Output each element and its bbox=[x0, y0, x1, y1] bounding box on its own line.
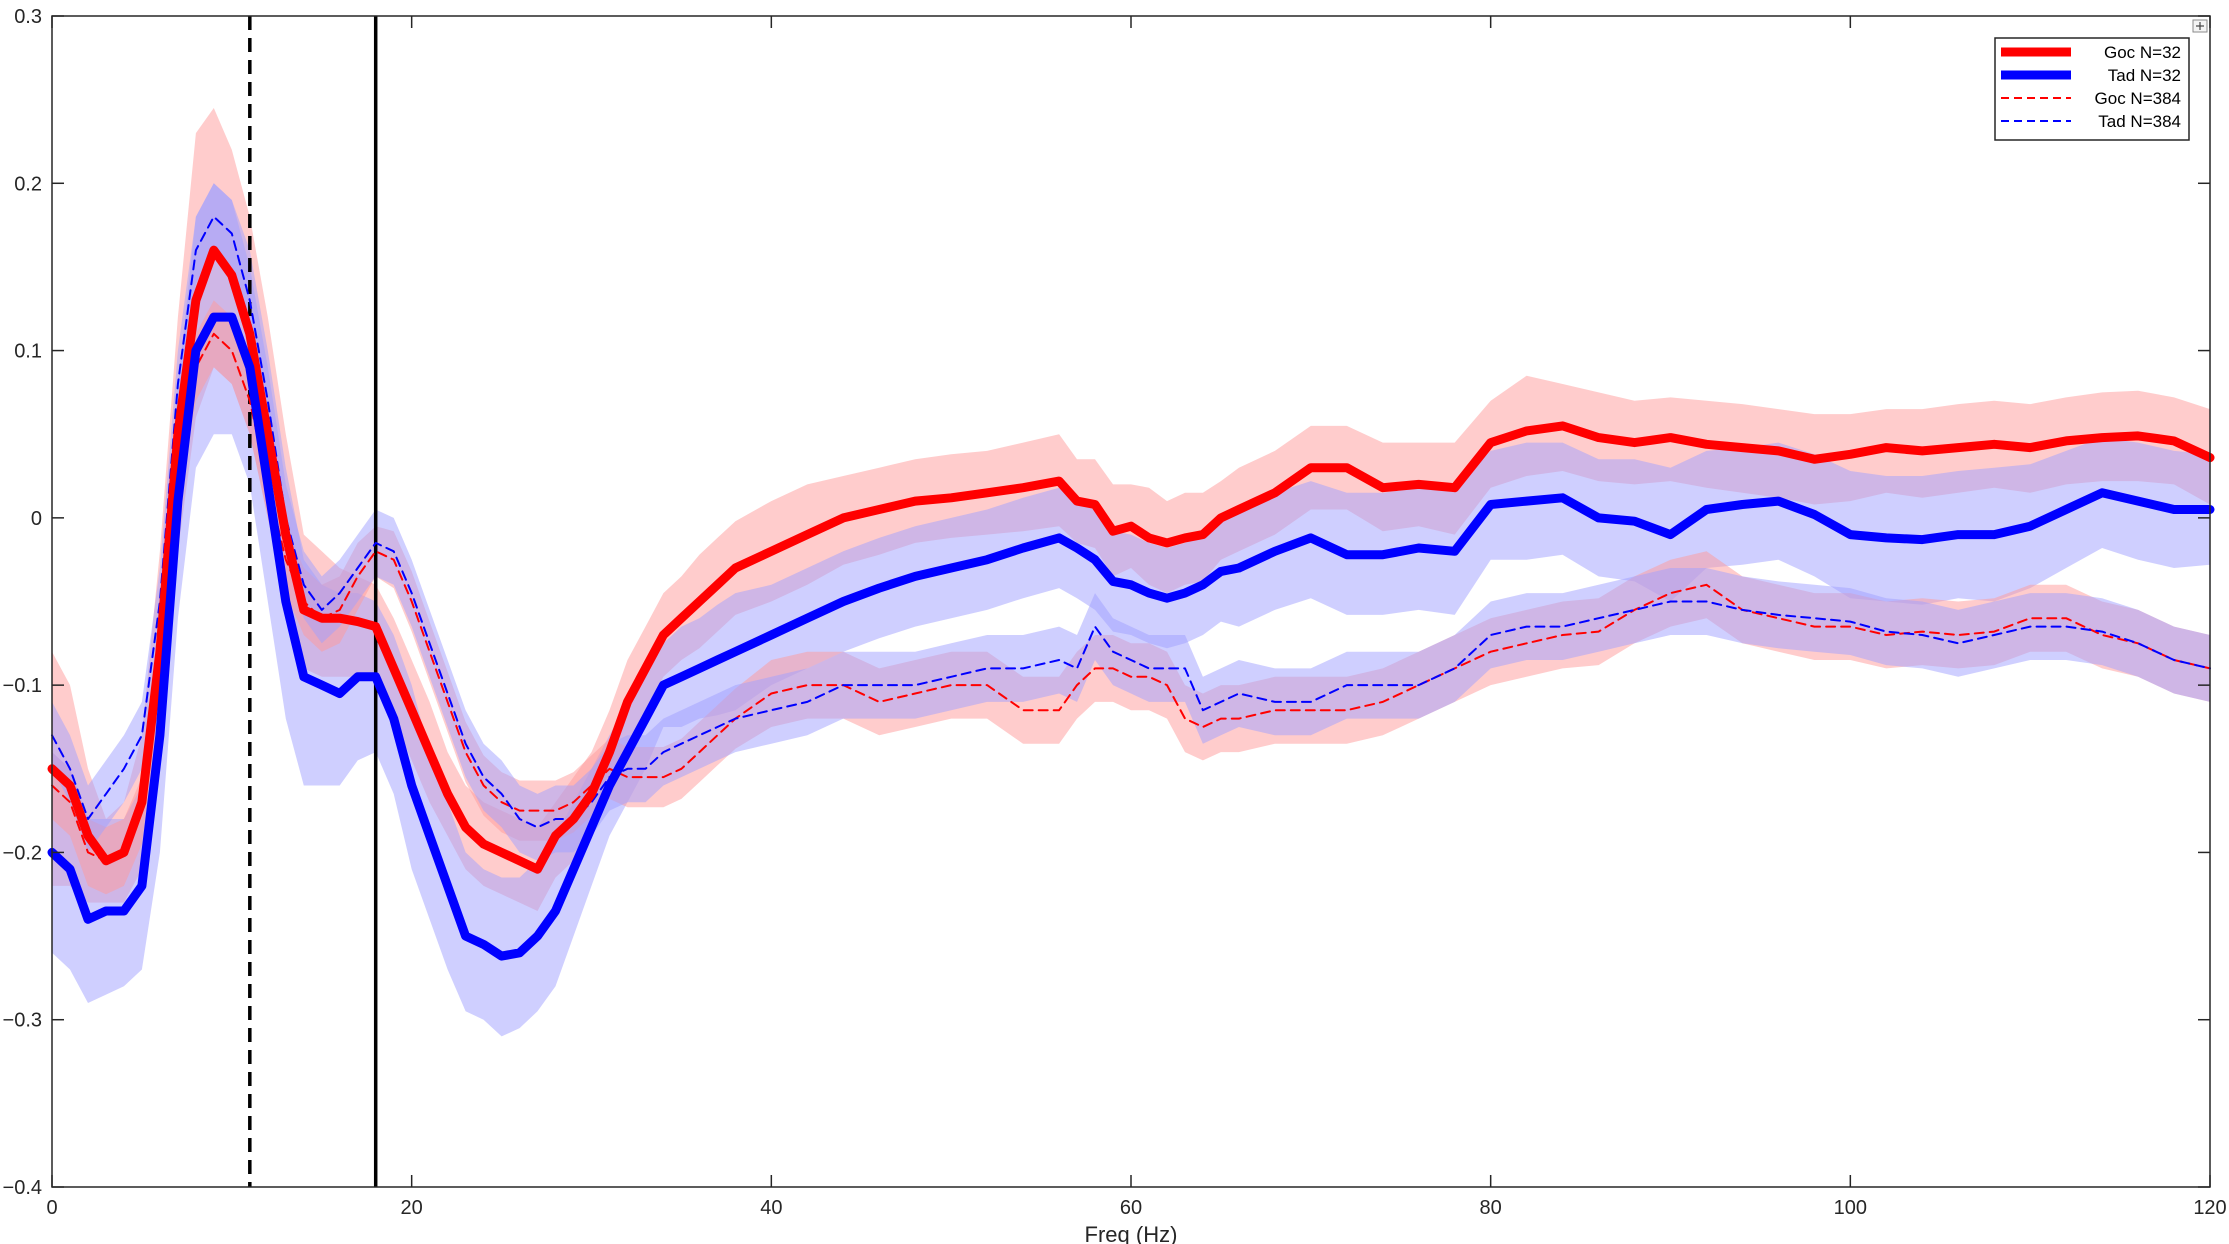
x-tick-label: 80 bbox=[1480, 1197, 1502, 1219]
x-tick-label: 0 bbox=[46, 1197, 57, 1219]
y-tick-label: −0.1 bbox=[3, 675, 42, 697]
legend-label-tad-n-384: Tad N=384 bbox=[2098, 112, 2181, 131]
y-tick-label: 0.3 bbox=[14, 6, 42, 28]
series-lines bbox=[47, 215, 2215, 961]
y-tick-label: −0.4 bbox=[3, 1177, 42, 1199]
x-tick-label: 100 bbox=[1834, 1197, 1867, 1219]
x-tick-label: 40 bbox=[760, 1197, 782, 1219]
x-axis-label: Freq (Hz) bbox=[1085, 1222, 1178, 1244]
series-line-goc-n-32 bbox=[47, 245, 2215, 874]
y-tick-label: 0 bbox=[31, 508, 42, 530]
legend-label-tad-n-32: Tad N=32 bbox=[2108, 66, 2181, 85]
y-tick-label: 0.2 bbox=[14, 173, 42, 195]
legend-label-goc-n-32: Goc N=32 bbox=[2104, 43, 2181, 62]
series-line-tad-n-32 bbox=[47, 312, 2215, 961]
series-line-tad-n-384 bbox=[51, 215, 2211, 829]
expand-plot-icon[interactable] bbox=[2192, 19, 2208, 33]
x-tick-label: 60 bbox=[1120, 1197, 1142, 1219]
y-tick-label: −0.2 bbox=[3, 842, 42, 864]
legend: Goc N=32 Tad N=32 Goc N=384 Tad N=384 bbox=[1994, 37, 2190, 141]
legend-label-goc-n-384: Goc N=384 bbox=[2095, 89, 2181, 108]
y-tick-label: −0.3 bbox=[3, 1010, 42, 1032]
band-goc-n-32 bbox=[52, 108, 2210, 911]
x-axis-ticks: 0 20 40 60 80 100 120 bbox=[46, 16, 2227, 1219]
y-tick-label: 0.1 bbox=[14, 341, 42, 363]
reference-lines bbox=[248, 16, 378, 1187]
x-tick-label: 20 bbox=[401, 1197, 423, 1219]
y-axis-ticks: −0.4 −0.3 −0.2 −0.1 0 0.1 0.2 0.3 bbox=[3, 6, 2210, 1199]
x-tick-label: 120 bbox=[2193, 1197, 2226, 1219]
